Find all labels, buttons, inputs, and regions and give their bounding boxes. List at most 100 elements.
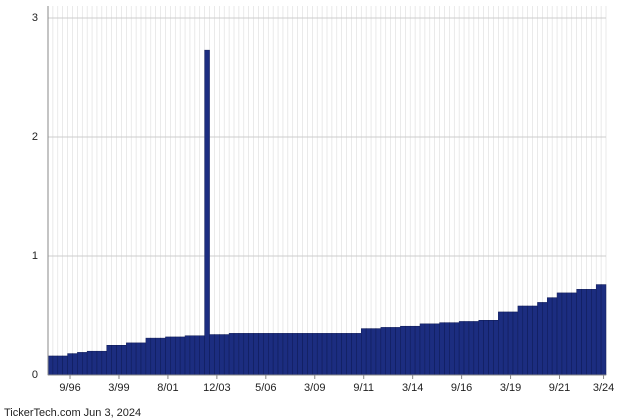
bar <box>586 289 592 376</box>
x-tick-label: 12/03 <box>203 382 231 394</box>
bar <box>591 289 597 376</box>
bar <box>135 342 142 376</box>
bar <box>390 327 396 376</box>
bar <box>106 345 112 376</box>
bar <box>316 333 323 376</box>
bar <box>130 342 137 376</box>
bar <box>527 305 533 376</box>
bar <box>385 327 391 376</box>
x-tick-label: 9/96 <box>59 382 80 394</box>
bar <box>238 333 245 376</box>
bar <box>228 333 235 376</box>
bar <box>361 328 367 376</box>
bar <box>365 328 372 376</box>
x-tick-label: 9/21 <box>549 382 570 394</box>
x-tick-label: 8/01 <box>157 382 178 394</box>
bar <box>96 350 103 376</box>
bar <box>140 342 147 376</box>
bar <box>47 355 54 376</box>
bar <box>321 333 328 376</box>
bar <box>375 328 382 376</box>
footer: TickerTech.com Jun 3, 2024 <box>4 407 141 419</box>
bar <box>209 334 215 376</box>
bar <box>581 289 587 376</box>
bar <box>121 345 127 376</box>
bar <box>175 336 181 376</box>
bar <box>253 333 259 376</box>
bar <box>258 333 264 376</box>
bar <box>219 334 225 376</box>
bar <box>126 342 132 376</box>
bar <box>517 305 524 376</box>
bar <box>86 350 93 376</box>
bar <box>268 333 274 376</box>
bar <box>184 335 191 376</box>
bar <box>302 333 308 376</box>
bar <box>551 297 558 376</box>
bar <box>331 333 338 376</box>
bar <box>561 292 568 376</box>
bar <box>449 322 455 376</box>
x-tick-label: 5/06 <box>255 382 276 394</box>
bar <box>282 333 289 376</box>
bar <box>312 333 318 376</box>
bar <box>458 321 465 376</box>
bar <box>111 345 117 376</box>
bar <box>400 325 406 376</box>
bar <box>189 335 196 376</box>
bar <box>434 323 440 376</box>
bar <box>223 334 230 376</box>
bar <box>145 337 152 376</box>
bar <box>199 335 205 376</box>
bar <box>493 320 499 376</box>
bar <box>346 333 352 376</box>
bar <box>507 311 514 376</box>
bar <box>478 320 484 376</box>
bar <box>204 49 210 376</box>
x-tick-label: 3/24 <box>593 382 614 394</box>
bar <box>424 323 431 376</box>
bar <box>326 333 333 376</box>
y-tick-label: 2 <box>32 131 38 143</box>
bar <box>595 284 602 376</box>
bar <box>356 333 362 376</box>
bar <box>52 355 59 376</box>
bar <box>101 350 107 376</box>
x-tick-label: 9/16 <box>451 382 472 394</box>
bar <box>287 333 293 376</box>
bar <box>600 284 607 376</box>
bar <box>463 321 470 376</box>
bar <box>67 353 73 376</box>
x-tick-label: 3/19 <box>500 382 521 394</box>
bar <box>542 302 548 376</box>
bar <box>165 336 171 376</box>
bar <box>263 333 269 376</box>
bar <box>488 320 494 376</box>
bar <box>419 323 426 376</box>
bar <box>512 311 519 376</box>
bar <box>473 321 479 376</box>
x-tick-label: 3/99 <box>108 382 129 394</box>
bar <box>194 335 200 376</box>
bar <box>395 327 401 376</box>
bar <box>351 333 357 376</box>
bar <box>336 333 342 376</box>
bar <box>576 289 582 376</box>
bar <box>292 333 298 376</box>
bar <box>502 311 509 376</box>
bar <box>341 333 347 376</box>
bar <box>248 333 254 376</box>
bar <box>214 334 220 376</box>
bar <box>444 322 450 376</box>
bar <box>571 292 577 376</box>
bar <box>77 352 83 376</box>
bar <box>57 355 63 376</box>
x-tick-label: 3/09 <box>304 382 325 394</box>
x-tick-label: 9/11 <box>353 382 374 394</box>
bar <box>233 333 240 376</box>
bar <box>547 297 553 376</box>
bar <box>272 333 279 376</box>
bar <box>380 327 386 376</box>
